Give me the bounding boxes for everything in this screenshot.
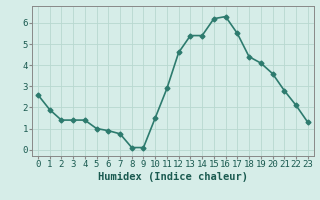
X-axis label: Humidex (Indice chaleur): Humidex (Indice chaleur) xyxy=(98,172,248,182)
